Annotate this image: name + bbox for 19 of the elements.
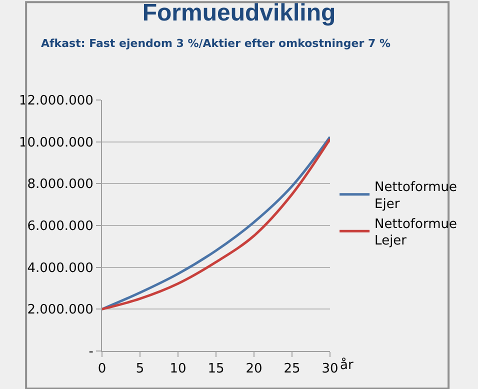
x-tick-label: 30	[322, 362, 338, 377]
chart-subtitle: Afkast: Fast ejendom 3 %/Aktier efter omkostninger 7 %	[41, 37, 390, 50]
x-axis-title: år	[340, 357, 354, 373]
y-tick-label: 8.000.000	[27, 177, 94, 192]
legend-label: Nettoformue Lejer	[374, 216, 457, 249]
x-tick-label: 0	[98, 362, 106, 377]
x-tick-label: 5	[136, 362, 144, 377]
chart-title: Formueudvikling	[142, 0, 336, 27]
y-tick-label: 6.000.000	[27, 219, 94, 234]
x-tick-label: 20	[246, 362, 262, 377]
y-tick-label: 10.000.000	[18, 135, 94, 150]
x-tick-label: 15	[208, 362, 224, 377]
x-tick-label: 10	[170, 362, 186, 377]
x-tick-label: 25	[284, 362, 300, 377]
y-tick-label: 12.000.000	[18, 94, 94, 109]
legend-label: Nettoformue Ejer	[374, 180, 457, 212]
y-tick-label: 2.000.000	[27, 302, 94, 318]
y-tick-label: -	[88, 344, 94, 360]
y-tick-label: 4.000.000	[27, 260, 94, 276]
